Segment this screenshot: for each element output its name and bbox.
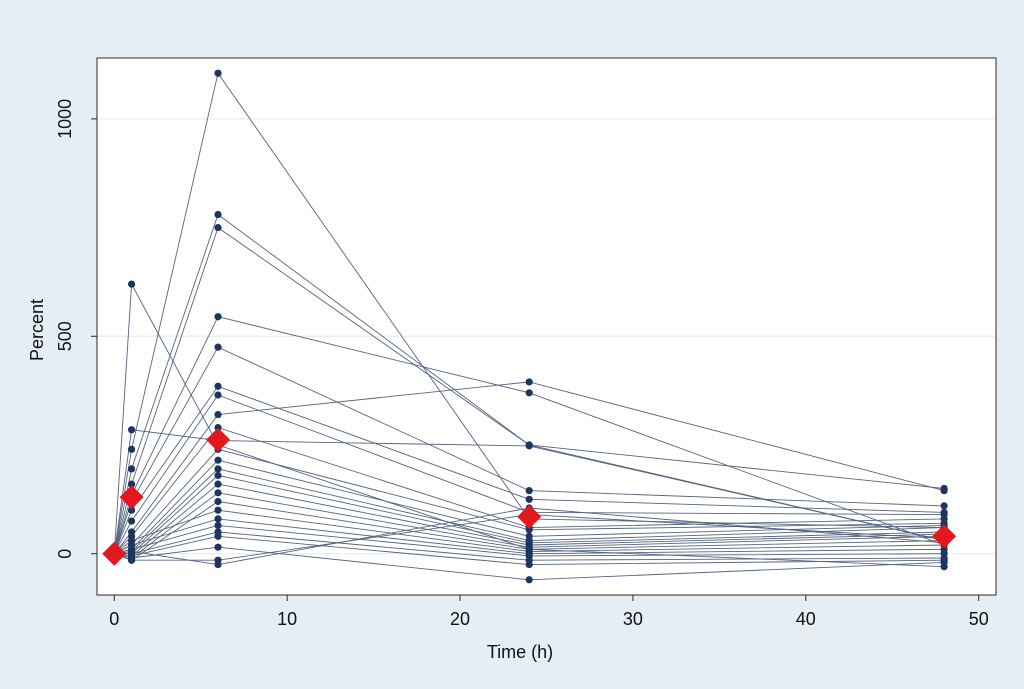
- data-point-s26-t6: [214, 560, 222, 569]
- data-point-s24-t6: [214, 543, 222, 551]
- mean-marker-t48: [932, 524, 957, 549]
- data-point-s10-t48: [940, 487, 948, 495]
- x-tick-label-30: 30: [623, 609, 643, 629]
- x-tick-label-40: 40: [796, 609, 816, 629]
- data-point-s8-t24: [525, 495, 533, 503]
- data-point-s5-t6: [214, 223, 222, 232]
- data-point-s6-t24: [525, 389, 533, 397]
- data-point-s7-t24: [525, 487, 533, 495]
- data-point-s23-t24: [525, 560, 533, 569]
- y-tick-label-0: 0: [55, 549, 75, 559]
- data-point-s9-t1: [127, 517, 136, 525]
- data-point-s24-t24: [525, 576, 533, 584]
- data-point-s13-t6: [214, 456, 222, 464]
- x-tick-label-50: 50: [969, 609, 989, 629]
- data-point-s11-t6: [214, 423, 222, 432]
- data-point-s12-t24: [525, 526, 533, 534]
- data-point-s7-t48: [940, 502, 948, 510]
- y-tick-label-1000: 1000: [55, 99, 75, 139]
- y-axis-label: Percent: [27, 299, 47, 361]
- mean-markers: [102, 427, 957, 566]
- data-point-s5-t24: [525, 441, 533, 449]
- x-tick-label-0: 0: [109, 609, 119, 629]
- mean-marker-t24: [517, 504, 542, 529]
- mean-marker-t6: [206, 427, 231, 452]
- data-point-s24-t48: [940, 558, 948, 566]
- data-point-s3-t1: [127, 445, 136, 453]
- data-point-s10-t24: [525, 378, 533, 386]
- data-point-s9-t6: [214, 391, 222, 399]
- data-point-s7-t6: [214, 343, 222, 351]
- data-point-s17-t6: [214, 489, 222, 497]
- data-point-s8-t1: [127, 506, 136, 514]
- mean-marker-t0: [102, 541, 127, 566]
- data-point-s18-t6: [214, 497, 222, 506]
- x-tick-label-10: 10: [277, 609, 297, 629]
- data-point-s21-t6: [214, 521, 222, 530]
- data-point-s4-t6: [214, 210, 222, 219]
- mean-marker-t1: [119, 485, 144, 510]
- data-point-s23-t6: [214, 532, 222, 540]
- data-point-s19-t6: [214, 506, 222, 514]
- y-tick-label-500: 500: [55, 321, 75, 351]
- data-point-s6-t6: [214, 313, 222, 321]
- data-point-s26-t1: [127, 547, 136, 556]
- x-tick-label-20: 20: [450, 609, 470, 629]
- data-point-s4-t1: [127, 465, 136, 473]
- data-point-s20-t6: [214, 515, 222, 523]
- data-point-s14-t6: [214, 465, 222, 473]
- data-point-s3-t6: [214, 69, 222, 77]
- data-point-s1-t1: [127, 280, 136, 288]
- x-axis-label: Time (h): [487, 642, 553, 662]
- data-point-s15-t6: [214, 471, 222, 480]
- data-point-s10-t6: [214, 410, 222, 419]
- data-point-s5-t1: [127, 480, 136, 488]
- data-point-s25-t1: [127, 556, 136, 564]
- data-point-s2-t1: [127, 426, 136, 434]
- data-point-s16-t6: [214, 480, 222, 488]
- data-point-s8-t6: [214, 382, 222, 390]
